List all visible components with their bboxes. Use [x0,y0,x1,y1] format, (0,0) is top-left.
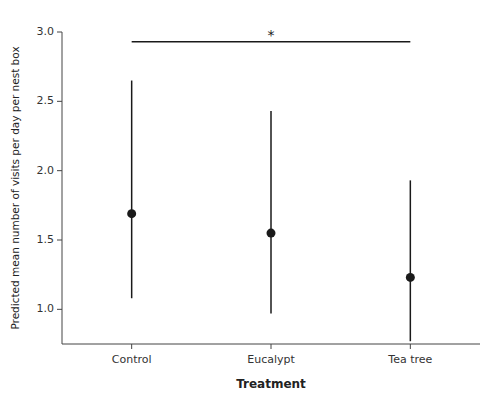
background [0,0,500,400]
mean-point [267,229,276,238]
y-tick [57,240,62,241]
y-tick [57,101,62,102]
x-tick [271,344,272,349]
error-bar [270,111,272,313]
x-tick-label: Tea tree [387,353,432,366]
x-tick-label: Control [112,353,152,366]
mean-point [127,209,136,218]
error-bar [410,180,412,341]
y-tick [57,309,62,310]
mean-point [406,273,415,282]
chart: 1.0 1.5 2.0 2.5 3.0 Control Eucalypt Tea tree Tr… [0,0,500,400]
y-tick-label: 1.5 [37,233,55,246]
chart-container: 1.0 1.5 2.0 2.5 3.0 Control Eucalypt Tea tree Tr… [0,0,500,400]
x-axis-label: Treatment [236,377,306,391]
x-tick-label: Eucalypt [247,353,295,366]
y-axis-label: Predicted mean number of visits per day … [9,46,21,329]
x-tick [410,344,411,349]
y-tick-label: 3.0 [37,25,55,38]
x-tick [131,344,132,349]
y-tick-label: 2.0 [37,164,55,177]
plot-area [127,81,415,342]
y-tick [57,32,62,33]
y-axis-line [62,32,63,344]
y-tick-label: 2.5 [37,94,55,107]
y-tick-label: 1.0 [37,302,55,315]
y-tick [57,170,62,171]
significance-star: * [268,27,275,43]
error-bar [131,81,133,299]
